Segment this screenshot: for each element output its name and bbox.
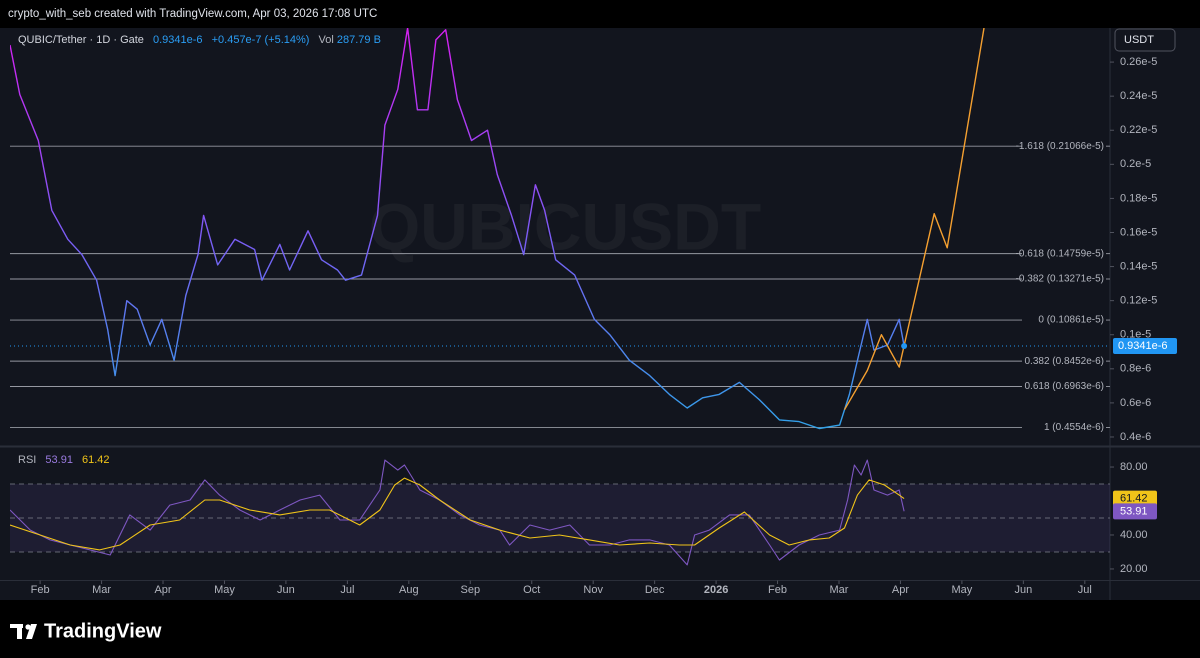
x-tick-label: Jul (340, 584, 354, 596)
volume-label: Vol (319, 34, 334, 46)
x-tick-label: Dec (645, 584, 665, 596)
x-tick-label: Jul (1078, 584, 1092, 596)
fib-label: 0 (0.10861e-5) (1038, 315, 1104, 326)
y-tick-label: 0.22e-5 (1120, 124, 1157, 136)
x-tick-label: Apr (154, 584, 171, 596)
x-tick-label: May (952, 584, 973, 596)
header-bar (0, 0, 1200, 28)
symbol: QUBIC/Tether · 1D · Gate (18, 34, 144, 46)
fib-label: -0.382 (0.13271e-5) (1016, 274, 1104, 285)
y-tick-label: 0.18e-5 (1120, 192, 1157, 204)
last-price-tag-label: 0.9341e-6 (1118, 340, 1168, 352)
x-tick-label: May (214, 584, 235, 596)
brand: TradingView (44, 620, 162, 642)
x-tick-label: Feb (31, 584, 50, 596)
y-tick-label: 80.00 (1120, 461, 1148, 473)
x-tick-label: Oct (523, 584, 540, 596)
plot-area (10, 28, 1110, 430)
rsi-title: RSI (18, 454, 36, 466)
y-tick-label: 40.00 (1120, 529, 1148, 541)
logo-dot (25, 624, 31, 630)
fib-label: 0.382 (0.8452e-6) (1024, 356, 1104, 367)
rsi-value: 53.91 (45, 454, 73, 466)
x-tick-label: Jun (277, 584, 295, 596)
y-tick-label: 0.16e-5 (1120, 226, 1157, 238)
fib-label: -0.618 (0.14759e-5) (1016, 248, 1104, 259)
last-price-header: 0.9341e-6 (153, 34, 203, 46)
rsi-tag-label: 53.91 (1120, 505, 1148, 517)
y-tick-label: 0.8e-6 (1120, 363, 1151, 375)
x-tick-label: Apr (892, 584, 909, 596)
fib-label: 1 (0.4554e-6) (1044, 422, 1104, 433)
x-tick-label: Mar (92, 584, 111, 596)
watermark: QUBICUSDT (369, 189, 761, 263)
series-line (843, 28, 985, 411)
rsi-legend: RSI 53.91 61.42 (18, 454, 110, 466)
x-tick-label: Feb (768, 584, 787, 596)
x-tick-label: Aug (399, 584, 419, 596)
last-price-dot (901, 342, 908, 349)
x-tick-label: 2026 (704, 584, 728, 596)
y-tick-label: 0.6e-6 (1120, 397, 1151, 409)
y-tick-label: 0.4e-6 (1120, 431, 1151, 443)
x-tick-label: Nov (583, 584, 603, 596)
fib-label: -1.618 (0.21066e-5) (1016, 141, 1104, 152)
y-tick-label: 0.2e-5 (1120, 158, 1151, 170)
x-tick-label: Sep (460, 584, 480, 596)
y-tick-label: 0.26e-5 (1120, 56, 1157, 68)
x-tick-label: Jun (1014, 584, 1032, 596)
rsi-tag (1113, 503, 1157, 520)
logo-stem (17, 624, 22, 639)
y-tick-label: 20.00 (1120, 563, 1148, 575)
footer-bar (0, 600, 1200, 658)
last-price-tag (1113, 337, 1177, 354)
y-tick-label: 0.1e-5 (1120, 329, 1151, 341)
x-tick-label: Mar (830, 584, 849, 596)
change: +0.457e-7 (+5.14%) (212, 34, 310, 46)
y-tick-label: 0.24e-5 (1120, 90, 1157, 102)
attribution: crypto_with_seb created with TradingView… (8, 8, 377, 20)
plot-area (10, 459, 1110, 566)
y-tick-label: 0.12e-5 (1120, 295, 1157, 307)
volume: 287.79 B (337, 34, 381, 46)
series-line (10, 28, 905, 430)
currency[interactable]: USDT (1124, 34, 1154, 46)
series-line (10, 477, 905, 551)
chart-background (0, 28, 1200, 600)
currency-button[interactable] (1114, 28, 1176, 52)
fib-label: 0.618 (0.6963e-6) (1024, 381, 1104, 392)
rsi-tag-label: 61.42 (1120, 492, 1148, 504)
tradingview-logo (10, 624, 37, 639)
logo-bar (10, 624, 23, 628)
legend-line: QUBIC/Tether · 1D · Gate 0.9341e-6 +0.45… (18, 34, 381, 46)
y-tick-label: 0.14e-5 (1120, 260, 1157, 272)
rsi-ma-value: 61.42 (82, 454, 110, 466)
logo-slash (26, 624, 37, 639)
rsi-tag (1113, 490, 1157, 507)
